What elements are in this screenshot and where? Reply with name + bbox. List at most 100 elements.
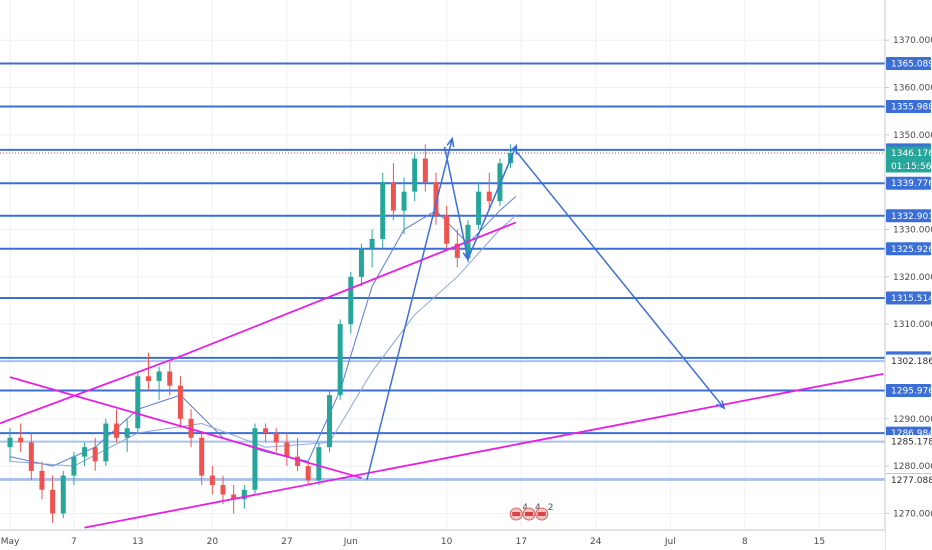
candle-body <box>103 423 109 462</box>
x-tick-label: 13 <box>132 537 143 547</box>
x-tick-label: 8 <box>742 537 748 547</box>
level-tag <box>886 100 931 114</box>
level-tag-label: 1339.776 <box>891 179 932 189</box>
candle-body <box>369 238 375 249</box>
flag-stripe <box>512 512 521 516</box>
candle-body <box>220 485 226 495</box>
countdown-tag <box>886 159 931 173</box>
candle-body <box>305 466 311 481</box>
current-price-label: 1346.176 <box>891 149 932 159</box>
event-marker-count: 2 <box>548 503 554 513</box>
candle-body <box>145 376 151 381</box>
x-tick-label: 20 <box>207 537 219 547</box>
x-tick-label: 7 <box>71 537 77 547</box>
x-tick-label: 10 <box>441 537 453 547</box>
candle-body <box>7 437 13 448</box>
time-axis-bg <box>0 530 885 550</box>
level-tag <box>886 435 931 449</box>
candle-body <box>316 447 322 481</box>
candle-body <box>444 215 450 244</box>
candle-body <box>252 428 258 490</box>
x-tick-label: Jul <box>664 537 676 547</box>
candle-body <box>124 428 130 438</box>
event-marker[interactable]: 4 <box>509 503 528 521</box>
candle-body <box>231 494 237 500</box>
event-marker-count: 4 <box>535 503 541 513</box>
candle-body <box>114 423 119 438</box>
level-tag-label: 1315.514 <box>891 294 932 304</box>
y-tick-label: 1350.000 <box>893 131 932 141</box>
level-tag-label: 1365.089 <box>891 59 932 69</box>
candle-body <box>135 376 141 429</box>
level-tag-label: 1302.186 <box>891 357 932 367</box>
candle-body <box>401 191 407 211</box>
moving-average-line <box>9 196 517 467</box>
x-tick-label: Jun <box>343 537 358 547</box>
level-tag <box>886 176 931 190</box>
event-marker[interactable]: 2 <box>535 503 554 521</box>
candle-body <box>486 191 492 202</box>
candle-body <box>241 489 247 500</box>
flag-stripe <box>537 512 546 516</box>
candle-body <box>433 182 439 216</box>
candle-body <box>476 191 482 225</box>
candle-body <box>50 489 56 514</box>
grid-layer <box>0 0 885 530</box>
level-tag <box>886 384 931 398</box>
countdown-label: 01:15:56 <box>891 162 932 172</box>
candle-body <box>348 276 354 325</box>
price-axis[interactable]: 1370.000 1360.000 1350.000 1330.000 1320.000… <box>884 0 932 550</box>
level-tag <box>886 473 931 487</box>
current-price-tag <box>886 146 931 160</box>
level-tag-label: 1332.901 <box>891 212 932 222</box>
x-tick-label: 17 <box>515 537 526 547</box>
time-axis[interactable]: May 7 13 20 27 Jun 10 17 24 Jul 8 15 <box>0 529 885 550</box>
candle-body <box>454 243 460 258</box>
level-tag-label: 1277.088 <box>891 476 932 486</box>
candle-body <box>295 456 301 467</box>
candle-body <box>358 248 364 277</box>
x-tick-label: 24 <box>590 537 602 547</box>
candle-body <box>337 324 343 396</box>
x-tick-label: 15 <box>814 537 825 547</box>
level-tag-label: 1286.984 <box>891 429 932 439</box>
level-tag-label: 1295.976 <box>891 387 932 397</box>
y-tick-label: 1310.000 <box>893 320 932 330</box>
candle-body <box>412 158 418 192</box>
event-marker[interactable]: 4 <box>522 503 541 521</box>
candle-body <box>18 437 24 443</box>
candle-body <box>422 158 428 183</box>
y-tick-label: 1370.000 <box>893 36 932 46</box>
level-tag <box>886 291 931 305</box>
candle-body <box>92 447 98 462</box>
moving-averages <box>9 196 517 467</box>
candle-body <box>177 385 183 419</box>
projection-arrow <box>515 150 724 407</box>
y-tick-label: 1330.000 <box>893 226 932 236</box>
candle-body <box>28 442 34 471</box>
projection-arrow <box>467 147 516 260</box>
level-tag-label: 1285.178 <box>891 438 932 448</box>
candle-body <box>60 475 66 514</box>
price-axis-bg <box>885 0 932 550</box>
candle-body <box>284 442 290 457</box>
y-tick-label: 1280.000 <box>893 462 932 472</box>
candle-body <box>71 456 77 476</box>
x-tick-label: 27 <box>281 537 292 547</box>
event-marker-count: 4 <box>522 503 528 513</box>
candle-body <box>273 432 279 443</box>
candle-body <box>209 475 215 486</box>
candle-body <box>156 371 162 381</box>
level-tag <box>886 56 931 70</box>
level-tag <box>886 209 931 223</box>
candle-body <box>263 428 269 433</box>
projection-arrows <box>366 140 724 481</box>
candle-body <box>82 447 88 457</box>
candle-body <box>167 371 173 386</box>
y-tick-label: 1270.000 <box>893 509 932 519</box>
flag-stripe <box>524 512 533 516</box>
trendline <box>9 376 362 479</box>
